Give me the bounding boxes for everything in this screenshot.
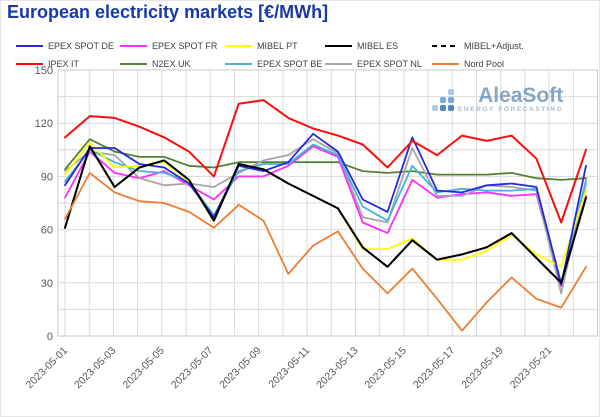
- series-line-epex-spot-fr: [64, 145, 587, 288]
- legend-item-ipex-it: IPEX IT: [16, 59, 120, 69]
- legend-swatch-icon: [16, 44, 43, 48]
- legend-row-1: EPEX SPOT DE EPEX SPOT FR MIBEL PT MIBEL ES…: [1, 37, 599, 55]
- x-tick-label: 2023-05-05: [120, 345, 167, 392]
- legend-item-epex-spot-nl: EPEX SPOT NL: [325, 59, 432, 69]
- series-line-epex-spot-nl: [64, 138, 587, 295]
- x-tick-label: 2023-05-01: [24, 345, 71, 392]
- x-tick-label: 2023-05-07: [169, 345, 216, 392]
- y-tick-label: 30: [41, 278, 53, 290]
- logo-dot-icon: [440, 96, 446, 103]
- series-line-n2ex-uk: [64, 138, 587, 181]
- x-tick-label: 2023-05-03: [72, 345, 119, 392]
- series-line-epex-spot-be: [64, 143, 587, 284]
- chart-title: European electricity markets [€/MWh]: [7, 2, 329, 22]
- logo-dot-icon: [432, 104, 438, 111]
- x-tick-label: 2023-05-21: [508, 345, 555, 392]
- logo-dot-icon: [448, 104, 454, 111]
- legend-item-epex-spot-fr: EPEX SPOT FR: [120, 41, 225, 51]
- legend-label: EPEX SPOT NL: [357, 59, 422, 69]
- logo-dot-icon: [440, 104, 446, 111]
- legend-item-mibel-es: MIBEL ES: [325, 41, 432, 51]
- x-tick-label: 2023-05-17: [411, 345, 458, 392]
- legend-label: N2EX UK: [152, 59, 191, 69]
- legend-row-2: IPEX IT N2EX UK EPEX SPOT BE EPEX SPOT NL No…: [1, 55, 599, 73]
- aleasoft-logo-icon: [432, 88, 454, 114]
- legend-label: MIBEL PT: [257, 41, 298, 51]
- legend-label: EPEX SPOT FR: [152, 41, 218, 51]
- legend-label: EPEX SPOT BE: [257, 59, 323, 69]
- legend-item-epex-spot-be: EPEX SPOT BE: [225, 59, 325, 69]
- y-tick-label: 150: [35, 65, 53, 77]
- legend-item-n2ex-uk: N2EX UK: [120, 59, 225, 69]
- legend-label: MIBEL+Adjust.: [464, 41, 524, 51]
- y-tick-label: 90: [41, 171, 53, 183]
- aleasoft-watermark: AleaSoft ENERGY FORECASTING: [432, 85, 563, 114]
- legend-item-mibel-pt: MIBEL PT: [225, 41, 325, 51]
- series-line-epex-spot-de: [64, 132, 587, 286]
- legend-swatch-icon: [325, 44, 352, 48]
- watermark-name: AleaSoft: [478, 84, 564, 107]
- legend-label: MIBEL ES: [357, 41, 399, 51]
- legend-item-epex-spot-de: EPEX SPOT DE: [16, 41, 120, 51]
- x-tick-label: 2023-05-15: [363, 345, 410, 392]
- y-tick-label: 0: [47, 331, 53, 343]
- series-line-ipex-it: [64, 99, 587, 224]
- legend-item-nord-pool: Nord Pool: [432, 59, 599, 69]
- legend-label: EPEX SPOT DE: [48, 41, 114, 51]
- legend-swatch-icon: [225, 44, 252, 48]
- legend-swatch-icon: [120, 62, 147, 66]
- y-tick-label: 120: [35, 118, 53, 130]
- legend-swatch-icon: [325, 62, 352, 66]
- logo-dot-icon: [448, 88, 454, 95]
- legend-swatch-icon: [16, 62, 43, 66]
- legend-swatch-icon: [120, 44, 147, 48]
- x-tick-label: 2023-05-19: [459, 345, 506, 392]
- legend-swatch-icon: [225, 62, 252, 66]
- legend-item-mibel-adjust-: MIBEL+Adjust.: [432, 41, 599, 51]
- legend-label: Nord Pool: [464, 59, 505, 69]
- plot-border: [57, 69, 598, 337]
- legend-swatch-icon: [432, 44, 459, 48]
- chart-legend: EPEX SPOT DE EPEX SPOT FR MIBEL PT MIBEL ES…: [1, 37, 599, 73]
- legend-swatch-icon: [432, 62, 459, 66]
- x-tick-label: 2023-05-13: [314, 345, 361, 392]
- x-tick-label: 2023-05-09: [217, 345, 264, 392]
- y-tick-label: 60: [41, 225, 53, 237]
- logo-dot-icon: [448, 96, 454, 103]
- legend-label: IPEX IT: [48, 59, 80, 69]
- watermark-tagline: ENERGY FORECASTING: [458, 106, 564, 113]
- x-tick-label: 2023-05-11: [266, 345, 312, 391]
- series-line-mibel-adjust-: [64, 145, 587, 284]
- series-line-nord-pool: [64, 171, 587, 332]
